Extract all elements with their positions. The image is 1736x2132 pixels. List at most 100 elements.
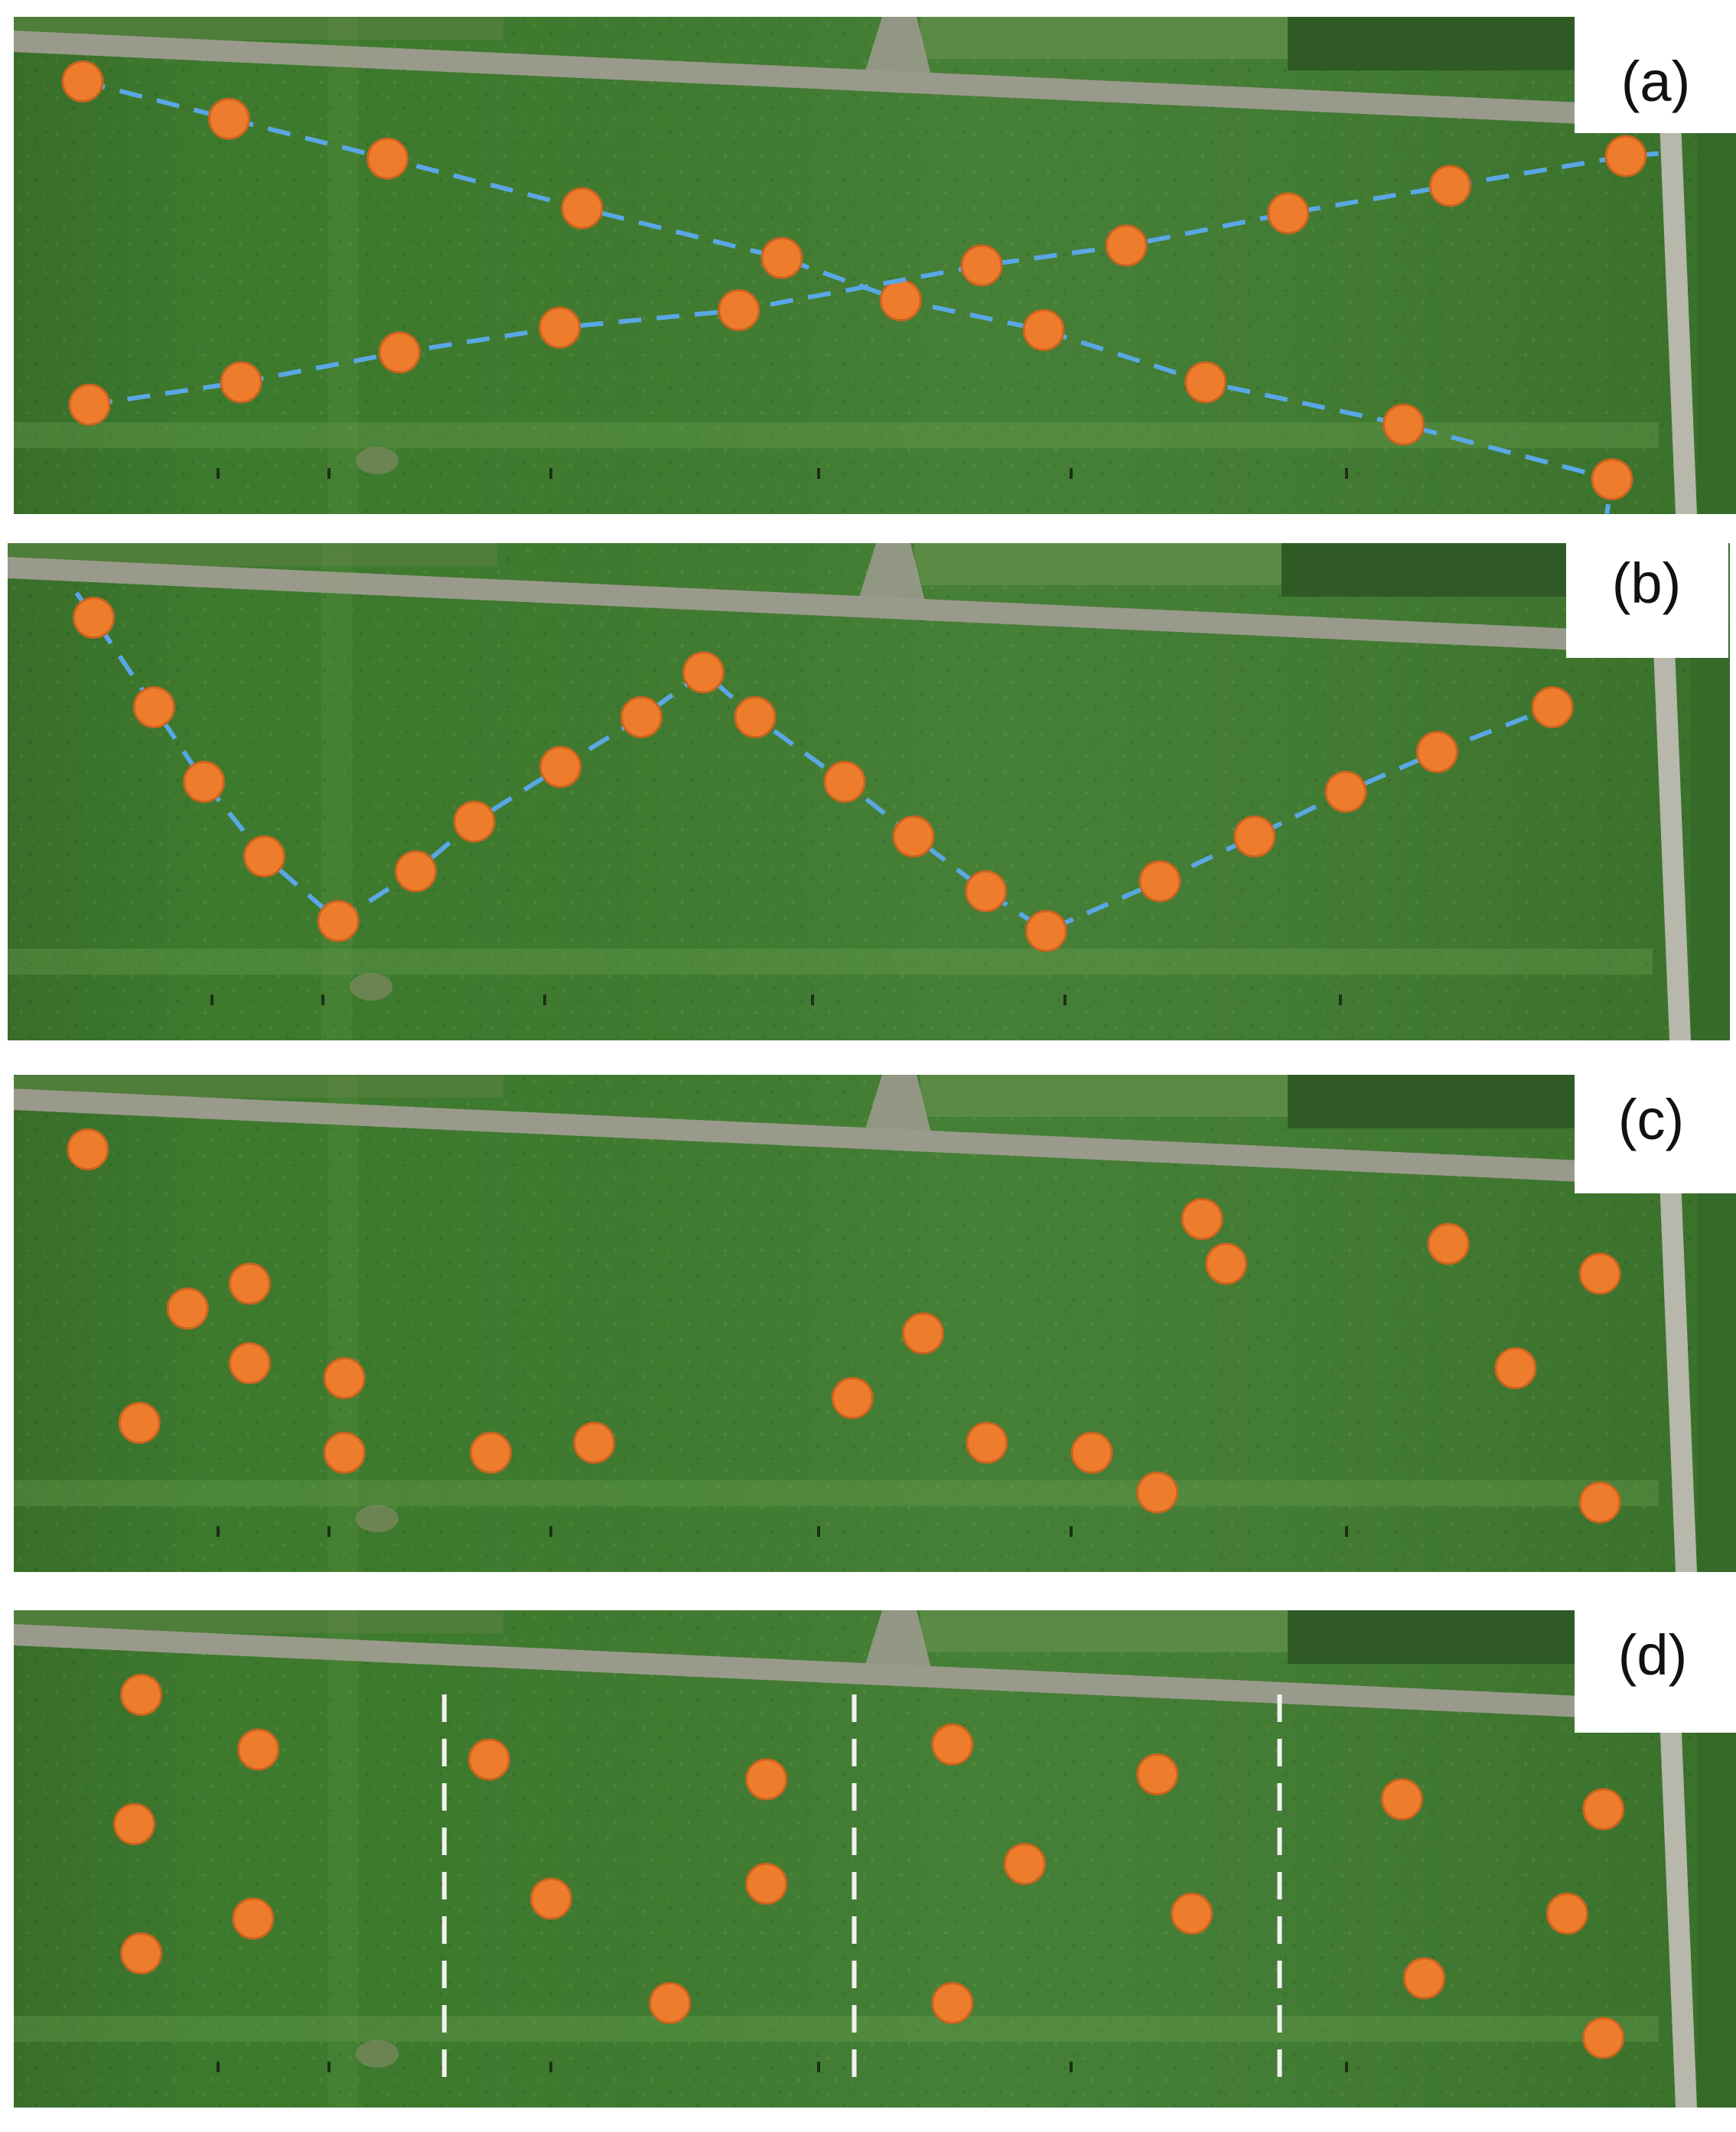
sampling-point	[1136, 1753, 1179, 1795]
plot-marker	[817, 1526, 820, 1537]
sampling-point	[366, 137, 409, 180]
sampling-point	[1171, 1893, 1213, 1935]
plot-marker	[1345, 1526, 1348, 1537]
sampling-point	[467, 1738, 510, 1781]
adjacent-field	[1288, 1610, 1578, 1664]
sampling-overlay	[113, 1674, 1625, 2081]
plot-marker	[817, 468, 820, 479]
panel-label: (c)	[1618, 1088, 1684, 1151]
panel-label: (d)	[1618, 1623, 1687, 1687]
road-junction	[863, 1610, 932, 1671]
plot-marker	[1070, 2062, 1073, 2072]
sampling-point	[166, 1287, 209, 1330]
sampling-point	[892, 815, 935, 858]
field-aerial-image	[14, 1610, 1736, 2108]
tramline-strip	[8, 949, 1653, 975]
sampling-point	[228, 1262, 271, 1305]
farm-road	[8, 557, 1576, 650]
sampling-point	[228, 1342, 271, 1385]
sampling-point	[1324, 770, 1367, 813]
sampling-point	[573, 1421, 616, 1464]
road-junction	[857, 543, 926, 604]
sampling-point	[1181, 1198, 1223, 1240]
side-road	[1659, 1160, 1697, 1572]
label-box	[1575, 1610, 1736, 1733]
farm-road	[14, 1089, 1582, 1182]
sampling-point	[378, 331, 421, 374]
farm-road	[14, 31, 1582, 124]
sampling-point	[1578, 1481, 1621, 1524]
plot-marker	[217, 468, 220, 479]
sampling-point	[960, 244, 1003, 287]
plot-marker	[217, 1526, 220, 1537]
sampling-point	[132, 686, 175, 728]
sampling-point	[243, 835, 285, 877]
plot-marker	[1339, 994, 1342, 1005]
sampling-point	[1415, 731, 1458, 773]
light-strip	[327, 17, 358, 514]
sampling-point	[1545, 1893, 1588, 1935]
sampling-point	[1578, 1252, 1621, 1295]
sampling-point	[931, 1982, 974, 2024]
sampling-point	[317, 900, 360, 942]
sampling-point	[1022, 309, 1065, 351]
adjacent-field	[1288, 17, 1578, 70]
transect-line	[89, 151, 1659, 407]
sampling-point	[734, 696, 777, 738]
sampling-point	[823, 760, 866, 803]
panel-label: (a)	[1621, 50, 1690, 113]
sampling-point	[718, 289, 761, 331]
plot-marker	[1345, 2062, 1348, 2072]
sampling-point	[470, 1431, 513, 1474]
sampling-point	[1380, 1778, 1423, 1821]
sampling-point	[539, 306, 581, 349]
sampling-point	[61, 60, 104, 103]
sampling-point	[745, 1863, 788, 1905]
side-road	[1659, 1696, 1697, 2108]
sampling-point	[1184, 361, 1227, 404]
panel-label: (b)	[1612, 552, 1681, 615]
plot-marker	[1345, 468, 1348, 479]
sampling-point	[73, 597, 116, 639]
sampling-point	[831, 1377, 874, 1419]
sampling-point	[1003, 1843, 1046, 1885]
sampling-point	[1138, 860, 1181, 903]
sampling-point	[207, 97, 250, 140]
sampling-point	[529, 1877, 572, 1920]
sampling-point	[649, 1982, 692, 2024]
panel-b: (b)	[8, 543, 1730, 1040]
light-strip	[327, 1075, 358, 1572]
sampling-point	[120, 1932, 163, 1974]
sampling-point	[1403, 1957, 1446, 2000]
sampling-point	[539, 746, 582, 788]
sampling-point	[1428, 164, 1471, 207]
sampling-point	[118, 1401, 161, 1444]
bare-patch	[350, 973, 392, 1001]
sampling-point	[113, 1803, 156, 1845]
sampling-point	[68, 383, 111, 426]
sampling-point	[1582, 1788, 1625, 1831]
sampling-point	[1591, 458, 1633, 500]
sampling-point	[67, 1128, 109, 1170]
sampling-point	[1205, 1242, 1248, 1285]
plot-marker	[210, 994, 213, 1005]
plot-marker	[549, 468, 552, 479]
sampling-point	[761, 236, 803, 279]
sampling-point	[931, 1724, 974, 1766]
plot-marker	[1070, 468, 1073, 479]
sampling-point	[1070, 1431, 1113, 1474]
sampling-point	[1531, 686, 1574, 728]
adjacent-field	[920, 1610, 1288, 1652]
bare-patch	[356, 1505, 399, 1532]
plot-marker	[327, 468, 331, 479]
label-box	[1566, 543, 1728, 658]
sampling-point	[1105, 224, 1148, 267]
road-junction	[863, 17, 932, 78]
plot-marker	[321, 994, 324, 1005]
sampling-point	[120, 1674, 163, 1716]
adjacent-field	[914, 543, 1282, 585]
panel-a: (a)	[14, 17, 1736, 515]
tramline-strip	[14, 1480, 1659, 1506]
roadside-verge	[1697, 93, 1736, 514]
